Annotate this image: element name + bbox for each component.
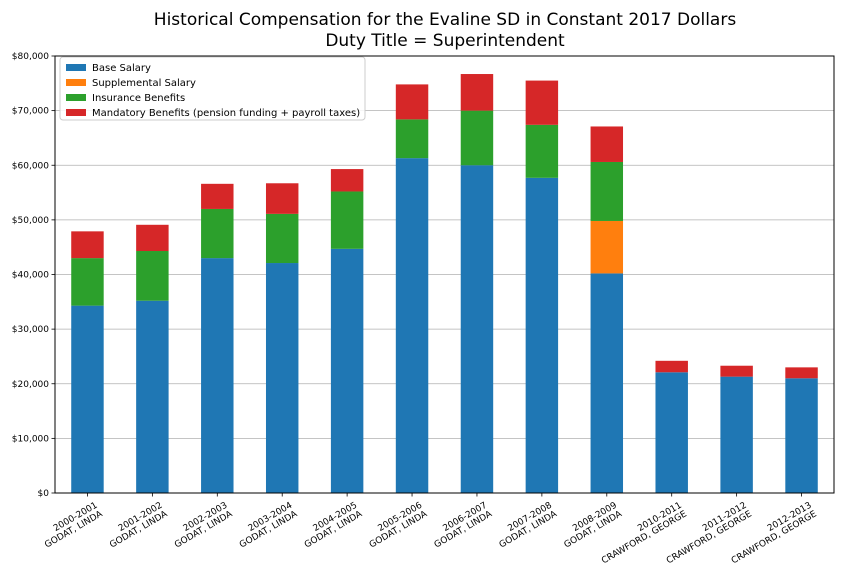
legend-label: Supplemental Salary [92,78,196,89]
bar-segment [590,220,624,274]
y-tick-label: $50,000 [12,216,49,226]
chart-subtitle: Duty Title = Superintendent [325,31,565,51]
bar-segment [71,305,104,493]
bar-segment [71,231,104,259]
bar-segment [265,263,299,493]
bar-segment [395,158,429,493]
bar-segment [655,372,688,493]
y-tick-label: $80,000 [12,52,49,62]
x-tick-label: 2001-2002GODAT, LINDA [103,500,170,551]
x-tick-label: 2008-2009GODAT, LINDA [558,500,625,551]
bar-segment [460,74,494,111]
bar-segment [265,213,299,264]
bar-segment [590,161,624,221]
bar-segment [525,80,559,125]
chart-title: Historical Compensation for the Evaline … [154,10,737,30]
y-tick-label: $40,000 [12,271,49,281]
svg-text:2005-2006GODAT, LINDA: 2005-2006GODAT, LINDA [363,500,430,550]
bar-segment [785,378,818,493]
x-tick-label: 2003-2004GODAT, LINDA [233,500,300,551]
bar-segment [785,367,818,379]
y-tick-label: $0 [38,489,50,499]
svg-text:2001-2002GODAT, LINDA: 2001-2002GODAT, LINDA [103,500,170,550]
svg-text:2004-2005GODAT, LINDA: 2004-2005GODAT, LINDA [298,500,365,550]
bar-segment [330,191,364,249]
bar-segment [330,248,364,493]
bar-segment [655,360,688,373]
grid-lines [55,110,834,439]
bar-segment [590,273,624,493]
svg-text:2006-2007GODAT, LINDA: 2006-2007GODAT, LINDA [428,500,495,550]
legend-box [59,56,366,121]
bar-segment [136,251,169,301]
legend-label: Mandatory Benefits (pension funding + pa… [92,108,360,119]
legend-swatch [66,109,86,116]
x-tick-label: 2000-2001GODAT, LINDA [38,500,105,551]
svg-text:2008-2009GODAT, LINDA: 2008-2009GODAT, LINDA [558,500,625,550]
bar-segment [460,165,494,493]
y-tick-label: $20,000 [12,380,49,390]
x-tick-label: 2006-2007GODAT, LINDA [428,500,495,551]
bar-segment [525,124,559,178]
legend-swatch [66,64,86,71]
bars [71,74,818,493]
y-tick-label: $60,000 [12,161,49,171]
bar-segment [720,365,753,377]
bar-segment [136,300,169,493]
svg-text:2002-2003GODAT, LINDA: 2002-2003GODAT, LINDA [168,500,235,550]
bar-segment [201,258,234,493]
svg-text:2003-2004GODAT, LINDA: 2003-2004GODAT, LINDA [233,500,300,550]
bar-segment [395,84,429,120]
bar-segment [720,376,753,493]
bar-segment [71,258,104,306]
bar-segment [330,169,364,192]
legend-swatch [66,94,86,101]
bar-segment [460,110,494,166]
bar-segment [201,183,234,209]
y-tick-label: $30,000 [12,325,49,335]
svg-text:2007-2008GODAT, LINDA: 2007-2008GODAT, LINDA [493,500,560,550]
bar-segment [201,208,234,259]
bar-segment [265,183,299,214]
svg-text:2000-2001GODAT, LINDA: 2000-2001GODAT, LINDA [38,500,105,550]
x-tick-label: 2002-2003GODAT, LINDA [168,500,235,551]
legend-label: Base Salary [92,63,151,74]
x-tick-label: 2005-2006GODAT, LINDA [363,500,430,551]
x-axis: 2000-2001GODAT, LINDA 2001-2002GODAT, LIN… [38,493,819,566]
legend-swatch [66,79,86,86]
bar-segment [590,126,624,162]
bar-segment [525,177,559,493]
y-axis: $0 $10,000 $20,000 $30,000 $40,000 $50,000 $60… [12,52,55,499]
x-tick-label: 2004-2005GODAT, LINDA [298,500,365,551]
y-tick-label: $10,000 [12,434,49,444]
bar-segment [395,119,429,159]
legend: Base Salary Supplemental Salary Insurance … [59,56,366,121]
bar-segment [136,224,169,252]
legend-label: Insurance Benefits [92,93,185,104]
y-tick-label: $70,000 [12,107,49,117]
x-tick-label: 2007-2008GODAT, LINDA [493,500,560,551]
